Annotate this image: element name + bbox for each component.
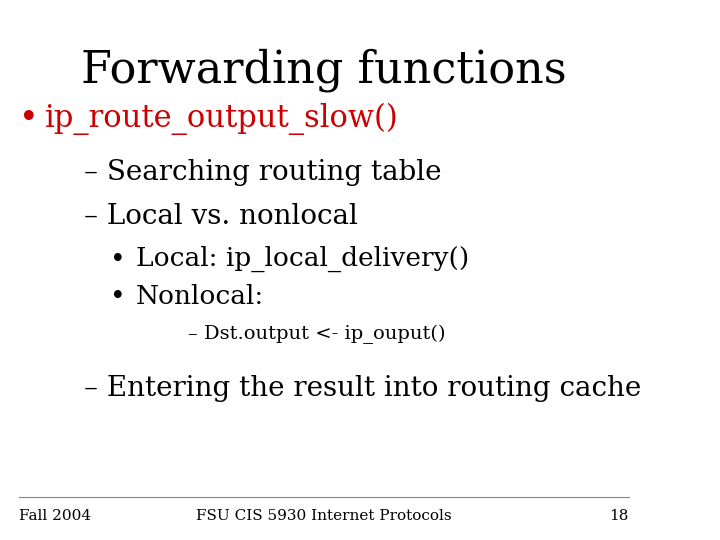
Text: – Searching routing table: – Searching routing table (84, 159, 442, 186)
Text: 18: 18 (609, 509, 629, 523)
Text: •: • (110, 285, 126, 309)
Text: – Entering the result into routing cache: – Entering the result into routing cache (84, 375, 642, 402)
Text: •: • (19, 103, 39, 135)
Text: Local: ip_local_delivery(): Local: ip_local_delivery() (136, 246, 469, 272)
Text: – Dst.output <- ip_ouput(): – Dst.output <- ip_ouput() (188, 325, 446, 345)
Text: – Local vs. nonlocal: – Local vs. nonlocal (84, 202, 358, 230)
Text: •: • (110, 247, 126, 272)
Text: Forwarding functions: Forwarding functions (81, 49, 567, 92)
Text: Fall 2004: Fall 2004 (19, 509, 91, 523)
Text: FSU CIS 5930 Internet Protocols: FSU CIS 5930 Internet Protocols (197, 509, 452, 523)
Text: Nonlocal:: Nonlocal: (136, 285, 264, 309)
Text: ip_route_output_slow(): ip_route_output_slow() (45, 103, 399, 135)
